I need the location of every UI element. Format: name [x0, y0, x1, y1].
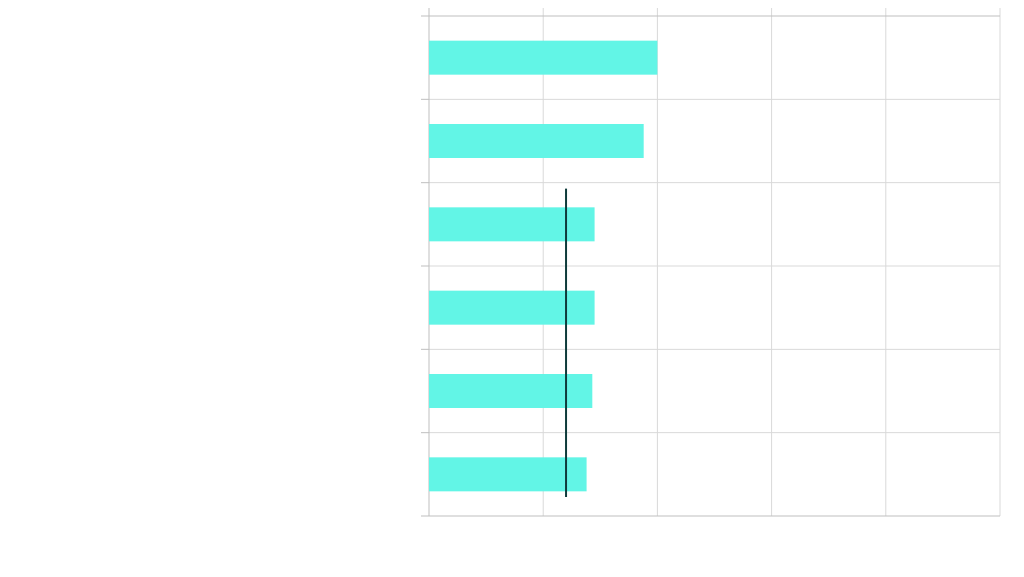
bar — [429, 124, 644, 158]
grid-layer — [429, 8, 1001, 517]
axis-layer — [421, 8, 430, 517]
bar — [429, 374, 593, 408]
bar — [429, 457, 587, 492]
bar — [429, 40, 658, 75]
bar — [429, 290, 595, 325]
bar — [429, 207, 595, 242]
